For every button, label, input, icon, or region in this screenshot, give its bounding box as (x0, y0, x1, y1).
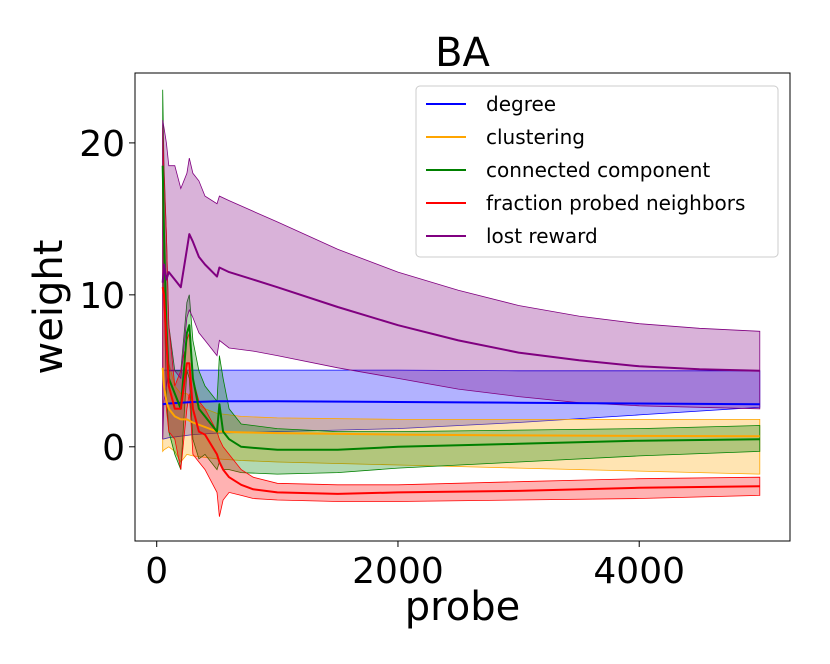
legend: degree clustering connected component fract… (415, 85, 779, 258)
x-tick-label: 4000 (593, 551, 685, 592)
plot-area-frame (134, 72, 791, 542)
line-degree (162, 400, 760, 406)
legend-label-clustering: clustering (486, 125, 585, 149)
x-axis-ticks: 0 2000 4000 (145, 541, 685, 592)
legend-label-fraction-probed-neighbors: fraction probed neighbors (486, 191, 745, 215)
y-tick-label: 20 (79, 124, 125, 165)
legend-box (415, 85, 779, 258)
band-lost-reward (162, 120, 761, 440)
y-axis-ticks: 0 10 20 (79, 124, 135, 469)
x-tick-label: 0 (145, 551, 168, 592)
line-connected-component (161, 165, 760, 451)
legend-label-connected-component: connected component (486, 158, 710, 182)
mean-lines (161, 165, 760, 495)
line-clustering (161, 367, 760, 438)
y-tick-label: 0 (102, 428, 125, 469)
y-tick-label: 10 (79, 276, 125, 317)
line-fraction-probed-neighbors (161, 287, 760, 495)
x-axis-title: probe (405, 584, 520, 630)
line-lost-reward (161, 233, 760, 372)
legend-label-lost-reward: lost reward (486, 224, 598, 248)
y-axis-title: weight (26, 240, 72, 375)
legend-label-degree: degree (486, 92, 556, 116)
x-tick-label: 2000 (352, 551, 444, 592)
chart-title: BA (435, 30, 490, 76)
